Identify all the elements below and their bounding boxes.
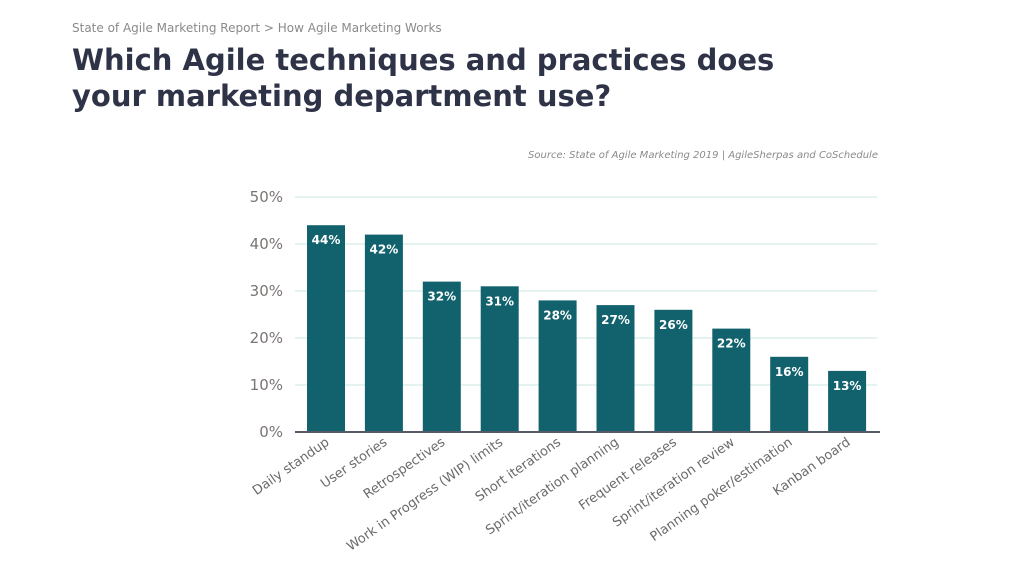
- bar: [828, 370, 867, 432]
- data-label: 26%: [659, 318, 688, 332]
- data-label: 27%: [601, 313, 630, 327]
- data-label: 28%: [543, 308, 572, 322]
- y-tick-label: 10%: [250, 376, 283, 394]
- data-label: 32%: [427, 290, 456, 304]
- bar: [364, 234, 403, 432]
- bar: [596, 305, 635, 432]
- data-label: 13%: [833, 379, 862, 393]
- category-label: Frequent releases: [576, 435, 680, 514]
- bar: [538, 300, 577, 432]
- data-label: 16%: [775, 365, 804, 379]
- data-label: 22%: [717, 337, 746, 351]
- breadcrumb: State of Agile Marketing Report > How Ag…: [72, 21, 442, 35]
- source-note: Source: State of Agile Marketing 2019 | …: [528, 150, 878, 161]
- bar: [307, 225, 345, 432]
- y-tick-label: 50%: [250, 188, 283, 206]
- data-label: 44%: [312, 233, 341, 247]
- bar: [480, 286, 519, 432]
- bar: [654, 309, 693, 432]
- y-tick-label: 30%: [250, 282, 283, 300]
- data-label: 42%: [370, 243, 399, 257]
- data-label: 31%: [485, 294, 514, 308]
- bar: [712, 328, 751, 432]
- page-title: Which Agile techniques and practices doe…: [72, 43, 775, 113]
- bar: [770, 356, 809, 432]
- category-label: Daily standup: [250, 435, 332, 499]
- y-tick-label: 0%: [259, 423, 283, 441]
- y-tick-label: 40%: [250, 235, 283, 253]
- y-tick-label: 20%: [250, 329, 283, 347]
- bar: [422, 281, 461, 432]
